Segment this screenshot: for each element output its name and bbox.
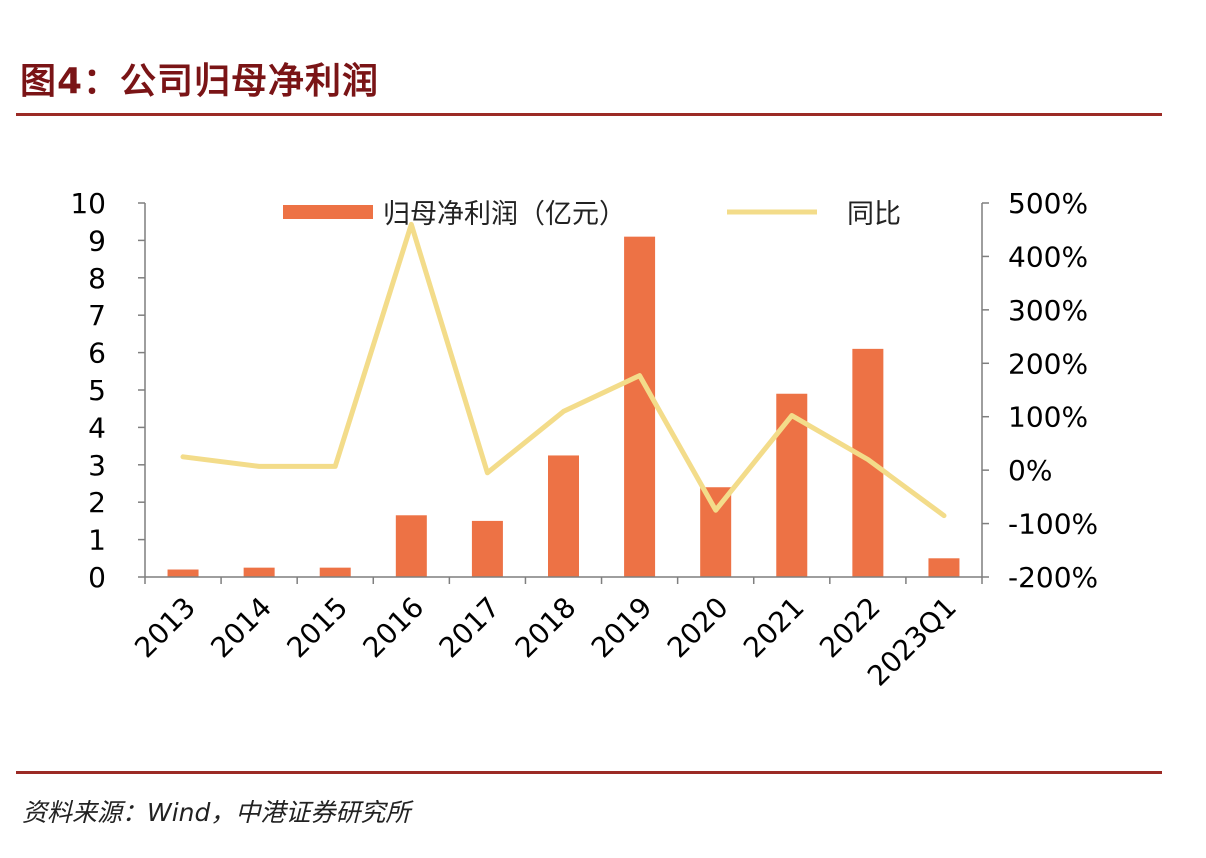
bar — [852, 348, 884, 577]
y-tick-label: 8 — [88, 262, 106, 295]
yoy-point — [942, 514, 946, 518]
yoy-point — [562, 409, 565, 413]
axes: 0 1 2 3 4 5 6 7 8 9 10 -200% -100% 0% 100% 200% 300% 400%… — [70, 187, 1098, 693]
y2-tick-label: 500% — [1008, 187, 1088, 220]
bar — [928, 558, 960, 577]
legend: 归母净利润（亿元） 同比 — [283, 199, 901, 230]
bar — [243, 567, 275, 577]
bar — [167, 569, 199, 577]
y2-tick-label: -100% — [1008, 508, 1098, 541]
legend-bar-swatch — [283, 205, 373, 219]
legend-bar-label: 归母净利润（亿元） — [383, 199, 626, 230]
y-tick-label: 7 — [88, 299, 106, 332]
y-tick-label: 9 — [88, 224, 106, 257]
y2-tick-label: 400% — [1008, 240, 1088, 273]
bar — [700, 487, 732, 577]
yoy-point — [333, 464, 337, 468]
y2-tick-label: 100% — [1008, 401, 1088, 434]
yoy-point — [181, 455, 185, 459]
line-series — [180, 221, 947, 519]
yoy-point — [257, 464, 261, 468]
x-tick-label: 2018 — [509, 591, 583, 665]
y-tick-label: 1 — [88, 524, 106, 557]
x-tick-label: 2015 — [280, 591, 354, 665]
bar — [548, 455, 579, 577]
yoy-point — [409, 222, 413, 226]
x-tick-label: 2013 — [128, 591, 202, 665]
bar — [395, 515, 427, 577]
x-tick-label: 2014 — [204, 591, 278, 665]
x-tick-label: 2017 — [433, 591, 507, 665]
yoy-point — [866, 457, 870, 461]
figure-title: 图4：公司归母净利润 — [20, 61, 380, 102]
yoy-point — [714, 508, 718, 512]
source-note: 资料来源：Wind，中港证券研究所 — [22, 798, 411, 827]
yoy-point — [485, 471, 489, 475]
y-tick-label: 3 — [88, 449, 106, 482]
legend-line-label: 同比 — [847, 199, 901, 230]
y2-tick-label: 300% — [1008, 294, 1088, 327]
source-rule — [16, 771, 1162, 774]
bar — [471, 520, 503, 577]
y2-tick-label: -200% — [1008, 561, 1098, 594]
bar-series — [167, 236, 960, 577]
y-tick-label: 5 — [88, 374, 106, 407]
yoy-point — [638, 374, 642, 378]
bar — [624, 236, 656, 577]
yoy-point — [790, 414, 794, 418]
y-tick-label: 0 — [88, 561, 106, 594]
y2-tick-label: 200% — [1008, 347, 1088, 380]
x-tick-label: 2019 — [585, 591, 659, 665]
x-tick-label: 2016 — [357, 591, 431, 665]
title-rule — [16, 113, 1162, 116]
x-tick-label: 2021 — [737, 591, 811, 665]
x-tick-label: 2020 — [661, 591, 735, 665]
y-tick-label: 10 — [70, 187, 106, 220]
bar — [319, 567, 351, 577]
y2-tick-label: 0% — [1008, 454, 1052, 487]
y-tick-label: 6 — [88, 337, 106, 370]
y-tick-label: 2 — [88, 486, 106, 519]
y-tick-label: 4 — [88, 411, 106, 444]
